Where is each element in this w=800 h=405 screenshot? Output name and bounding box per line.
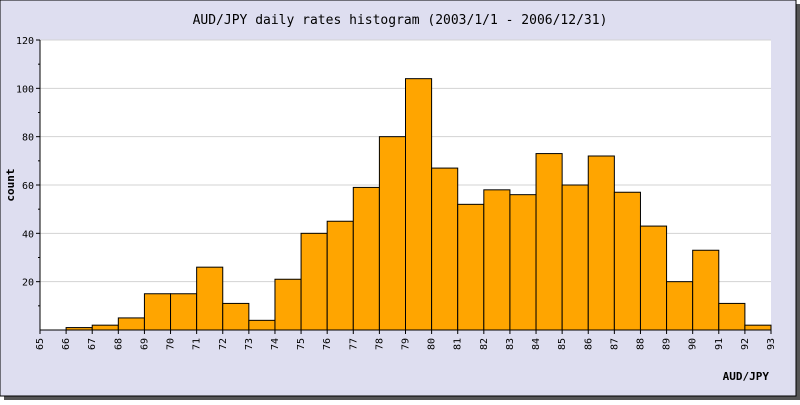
- x-tick-label: 67: [87, 338, 98, 350]
- y-tick-labels: 20 40 60 80 100 120: [16, 36, 34, 289]
- histogram-bar: [692, 249, 720, 331]
- x-tick-label: 93: [766, 338, 777, 350]
- x-tick-labels: 65 66 67 68 69 70 71 72 73 74 75 76 77 78 79 80 81 82 83 84…: [35, 338, 777, 350]
- x-tick-label: 80: [427, 338, 438, 350]
- histogram-bar: [248, 319, 276, 331]
- histogram-bar: [431, 167, 459, 331]
- x-tick-label: 75: [296, 338, 307, 350]
- histogram-bar: [91, 324, 119, 331]
- histogram-bar: [535, 153, 563, 331]
- histogram-bar: [117, 317, 145, 331]
- histogram-bar: [666, 281, 694, 331]
- histogram-bar: [326, 220, 354, 331]
- x-tick-label: 74: [270, 338, 281, 350]
- histogram-bar: [483, 189, 511, 331]
- x-tick-label: 70: [166, 338, 177, 350]
- histogram-bar: [405, 78, 433, 331]
- histogram-bar: [300, 232, 328, 331]
- histogram-bar: [196, 266, 224, 331]
- x-tick-label: 72: [218, 338, 229, 350]
- chart-title: AUD/JPY daily rates histogram (2003/1/1 …: [193, 13, 608, 28]
- x-axis-label: AUD/JPY: [723, 370, 770, 383]
- histogram-bar: [744, 324, 772, 331]
- histogram-bar: [613, 191, 641, 331]
- histogram-bar: [457, 203, 485, 331]
- histogram-bar: [509, 194, 537, 331]
- histogram-bar: [170, 293, 198, 331]
- bars: [65, 78, 772, 331]
- x-tick-label: 86: [583, 338, 594, 350]
- x-tick-label: 68: [113, 338, 124, 350]
- x-tick-label: 69: [139, 338, 150, 350]
- y-tick-label: 120: [16, 36, 34, 47]
- x-tick-label: 84: [531, 338, 542, 350]
- histogram-bar: [143, 293, 172, 331]
- x-tick-label: 82: [479, 338, 490, 350]
- histogram-bar: [718, 302, 746, 331]
- x-tick-label: 91: [714, 338, 725, 350]
- y-tick-label: 100: [16, 84, 34, 95]
- y-tick-label: 40: [22, 229, 34, 240]
- histogram-bar: [378, 136, 406, 331]
- x-tick-label: 78: [374, 338, 385, 350]
- y-tick-label: 20: [22, 278, 34, 289]
- histogram-bar: [639, 225, 668, 331]
- x-tick-label: 92: [740, 338, 751, 350]
- x-tick-label: 76: [322, 338, 333, 350]
- x-tick-label: 81: [453, 338, 464, 350]
- y-tick-label: 60: [22, 181, 34, 192]
- y-axis-label: count: [4, 168, 17, 201]
- histogram-bar: [561, 184, 589, 331]
- histogram-bar: [274, 278, 302, 331]
- axes: [36, 39, 772, 334]
- x-tick-label: 65: [35, 338, 46, 350]
- x-tick-label: 77: [348, 338, 359, 350]
- histogram-bar: [222, 302, 250, 331]
- y-tick-label: 80: [22, 133, 34, 144]
- x-tick-label: 73: [244, 338, 255, 350]
- x-tick-label: 89: [662, 338, 673, 350]
- x-tick-label: 66: [61, 338, 72, 350]
- x-tick-label: 71: [192, 338, 203, 350]
- histogram-bar: [352, 186, 380, 331]
- x-tick-label: 87: [609, 338, 620, 350]
- x-tick-label: 85: [557, 338, 568, 350]
- x-tick-label: 90: [688, 338, 699, 350]
- x-tick-label: 83: [505, 338, 516, 350]
- x-tick-label: 79: [401, 338, 412, 350]
- x-tick-label: 88: [635, 338, 646, 350]
- histogram-bar: [587, 155, 615, 331]
